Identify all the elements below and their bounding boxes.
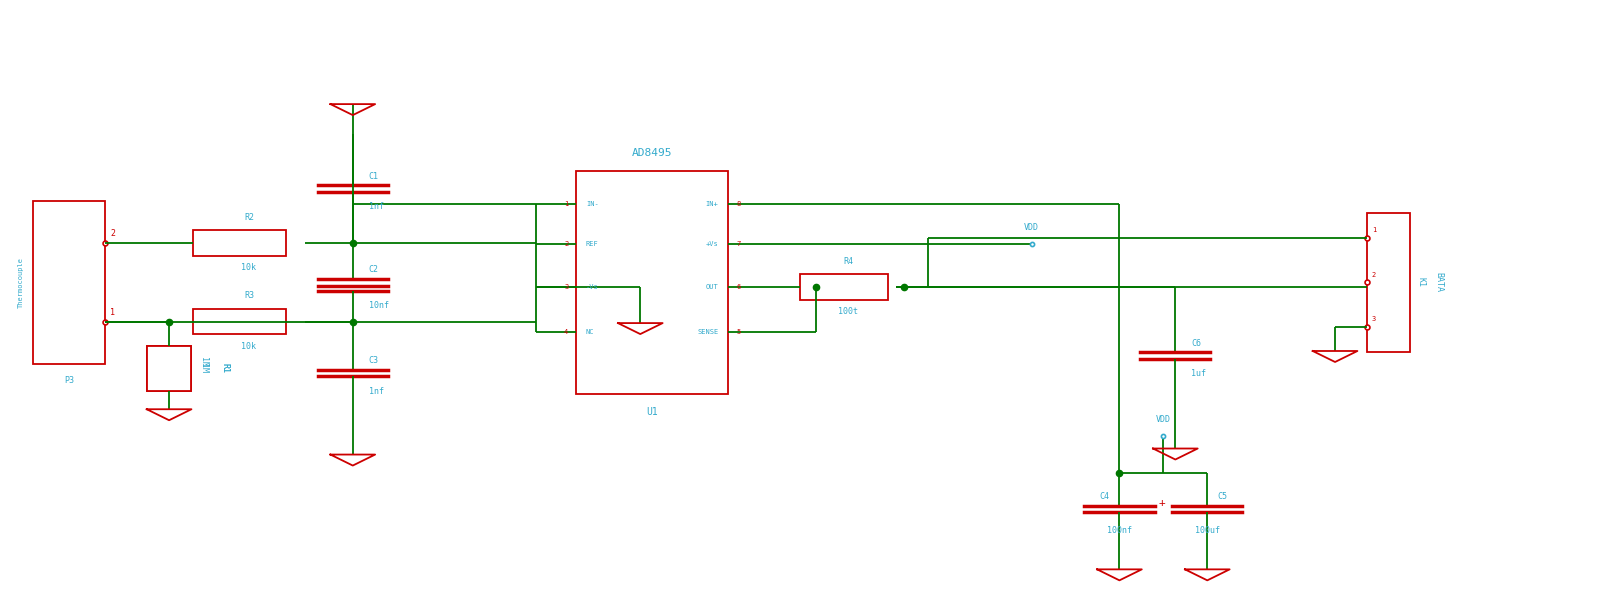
Text: OUT: OUT xyxy=(706,284,718,290)
Text: SENSE: SENSE xyxy=(698,328,718,334)
Text: VDD: VDD xyxy=(1155,415,1171,424)
Text: 2: 2 xyxy=(110,229,115,238)
Text: K1: K1 xyxy=(1416,277,1426,287)
Bar xyxy=(194,309,286,334)
Text: BATA: BATA xyxy=(1434,273,1443,293)
Bar xyxy=(194,231,286,256)
Text: 3: 3 xyxy=(1371,316,1376,322)
Text: C4: C4 xyxy=(1099,492,1110,501)
Text: 10nf: 10nf xyxy=(368,301,389,310)
Text: 2: 2 xyxy=(1371,271,1376,277)
Text: AD8495: AD8495 xyxy=(632,149,672,158)
Bar xyxy=(800,274,888,299)
Text: 6: 6 xyxy=(736,284,741,290)
Text: R4: R4 xyxy=(843,257,853,266)
Text: 1M: 1M xyxy=(200,358,208,367)
Text: R1: R1 xyxy=(221,364,229,373)
Bar xyxy=(34,201,106,364)
Text: U1: U1 xyxy=(646,407,658,418)
Text: 3: 3 xyxy=(565,284,568,290)
Text: 5: 5 xyxy=(736,328,741,334)
Text: 100nf: 100nf xyxy=(1107,526,1131,535)
Text: C3: C3 xyxy=(368,356,379,365)
Text: R1: R1 xyxy=(221,364,229,373)
Bar xyxy=(147,346,192,391)
Text: R2: R2 xyxy=(243,213,254,222)
Text: 100uf: 100uf xyxy=(1195,526,1219,535)
Text: 1M: 1M xyxy=(200,364,208,373)
Text: +: + xyxy=(1158,498,1166,507)
Text: C2: C2 xyxy=(368,265,379,274)
Text: 4: 4 xyxy=(565,328,568,334)
Text: 1: 1 xyxy=(565,201,568,207)
Bar xyxy=(147,346,192,391)
Text: NC: NC xyxy=(586,328,595,334)
Text: 7: 7 xyxy=(736,242,741,247)
Text: Thermocouple: Thermocouple xyxy=(18,257,24,308)
Text: 100t: 100t xyxy=(838,307,858,316)
Text: 1: 1 xyxy=(1371,227,1376,233)
Text: IN+: IN+ xyxy=(706,201,718,207)
Text: C6: C6 xyxy=(1192,339,1202,348)
Text: 1nf: 1nf xyxy=(368,387,384,396)
Text: C1: C1 xyxy=(368,172,379,181)
Text: 10k: 10k xyxy=(242,263,256,272)
Text: REF: REF xyxy=(586,242,598,247)
Text: 2: 2 xyxy=(565,242,568,247)
Text: 1nf: 1nf xyxy=(368,202,384,211)
Text: VDD: VDD xyxy=(1024,223,1038,232)
Text: 1: 1 xyxy=(110,308,115,317)
Text: 10k: 10k xyxy=(242,342,256,351)
Text: 1uf: 1uf xyxy=(1192,369,1206,378)
Text: +Vs: +Vs xyxy=(706,242,718,247)
Text: C5: C5 xyxy=(1218,492,1227,501)
Text: R3: R3 xyxy=(243,291,254,300)
Bar xyxy=(1366,213,1410,352)
Text: IN-: IN- xyxy=(586,201,598,207)
Text: 8: 8 xyxy=(736,201,741,207)
Text: -Vs: -Vs xyxy=(586,284,598,290)
Text: P3: P3 xyxy=(64,376,74,385)
Bar xyxy=(576,171,728,394)
